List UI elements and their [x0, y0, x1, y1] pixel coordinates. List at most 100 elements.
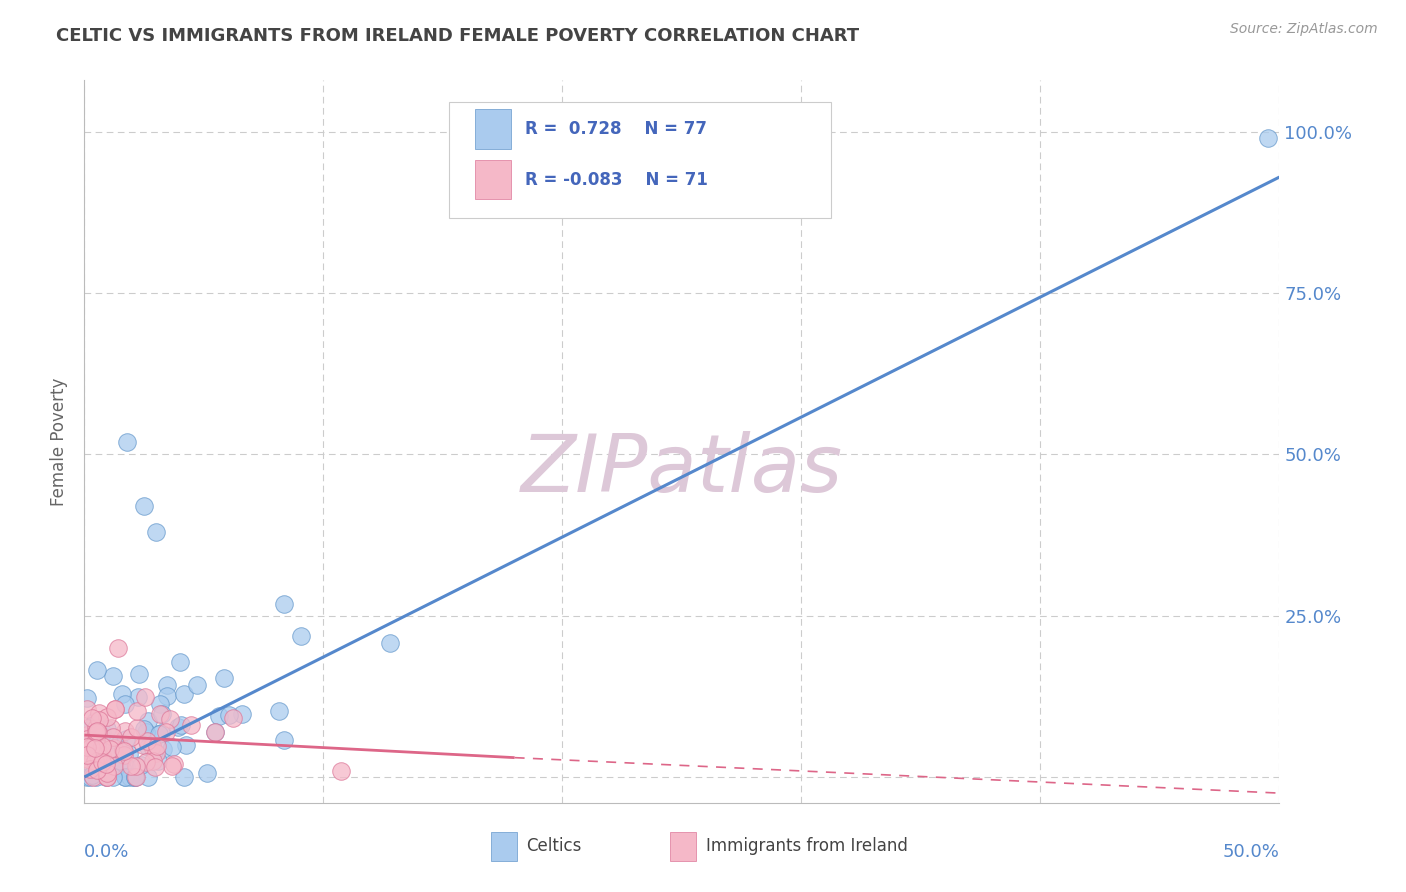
Point — [142, 744, 165, 758]
Point — [87, 706, 110, 720]
Text: Celtics: Celtics — [527, 838, 582, 855]
Point — [136, 770, 159, 784]
Point — [145, 524, 167, 539]
Point — [149, 697, 172, 711]
Point — [83, 740, 105, 755]
Point — [114, 698, 136, 712]
Point — [204, 725, 226, 739]
Point — [76, 732, 98, 747]
Point — [76, 751, 98, 765]
Point — [86, 725, 108, 739]
FancyBboxPatch shape — [449, 102, 831, 218]
Point — [114, 770, 136, 784]
Point — [94, 756, 117, 771]
Point — [120, 759, 142, 773]
Point — [135, 725, 157, 739]
FancyBboxPatch shape — [671, 831, 696, 861]
Point — [80, 753, 103, 767]
Point — [173, 770, 195, 784]
Point — [103, 740, 125, 755]
Point — [155, 725, 177, 739]
Point — [86, 734, 108, 748]
Point — [125, 770, 148, 784]
Point — [76, 770, 98, 784]
Point — [135, 756, 157, 770]
Point — [89, 724, 111, 739]
Point — [156, 689, 179, 703]
Point — [290, 629, 312, 643]
Point — [80, 751, 103, 765]
Point — [118, 747, 141, 761]
Point — [76, 749, 98, 764]
Point — [83, 735, 105, 749]
Text: 50.0%: 50.0% — [1223, 843, 1279, 861]
Point — [87, 749, 110, 764]
Point — [90, 739, 112, 753]
Point — [91, 747, 114, 762]
Point — [148, 727, 170, 741]
Point — [132, 499, 156, 513]
Point — [128, 667, 150, 681]
Point — [101, 669, 124, 683]
Text: ZIPatlas: ZIPatlas — [520, 432, 844, 509]
Point — [1257, 131, 1279, 145]
Point — [169, 717, 191, 731]
Point — [125, 704, 148, 718]
Point — [96, 770, 118, 784]
Point — [136, 739, 159, 754]
Point — [160, 740, 183, 755]
Point — [86, 724, 108, 739]
Point — [163, 757, 186, 772]
Point — [76, 721, 98, 735]
Point — [156, 678, 179, 692]
Point — [118, 770, 141, 784]
Point — [86, 663, 108, 677]
Point — [120, 730, 142, 744]
Point — [111, 761, 134, 775]
Point — [87, 725, 110, 739]
Point — [83, 738, 105, 752]
Point — [87, 745, 110, 759]
Point — [111, 687, 134, 701]
FancyBboxPatch shape — [475, 109, 510, 149]
Point — [129, 758, 152, 772]
Point — [84, 714, 107, 729]
Point — [97, 733, 120, 747]
Point — [145, 747, 167, 761]
Point — [134, 723, 156, 737]
Point — [96, 710, 118, 724]
Point — [76, 747, 98, 762]
Point — [76, 723, 98, 738]
Point — [125, 721, 148, 735]
Point — [107, 640, 129, 655]
Point — [84, 770, 107, 784]
Point — [112, 743, 135, 757]
Point — [173, 687, 195, 701]
Point — [82, 768, 104, 782]
Point — [76, 691, 98, 706]
Point — [114, 724, 136, 739]
Point — [82, 770, 104, 784]
Point — [79, 762, 101, 776]
Point — [195, 766, 218, 780]
Point — [98, 749, 121, 764]
Point — [103, 770, 125, 784]
Point — [273, 597, 295, 611]
Point — [132, 738, 155, 752]
Point — [76, 740, 98, 755]
Point — [110, 754, 132, 768]
Point — [112, 744, 135, 758]
Point — [76, 727, 98, 741]
Point — [82, 711, 104, 725]
Point — [267, 704, 290, 718]
Point — [104, 702, 127, 716]
Point — [141, 739, 163, 753]
Point — [222, 711, 245, 725]
Point — [90, 730, 112, 744]
Point — [84, 754, 107, 768]
Point — [124, 770, 146, 784]
Point — [115, 732, 138, 747]
Text: Source: ZipAtlas.com: Source: ZipAtlas.com — [1230, 22, 1378, 37]
Point — [112, 747, 135, 762]
FancyBboxPatch shape — [491, 831, 517, 861]
